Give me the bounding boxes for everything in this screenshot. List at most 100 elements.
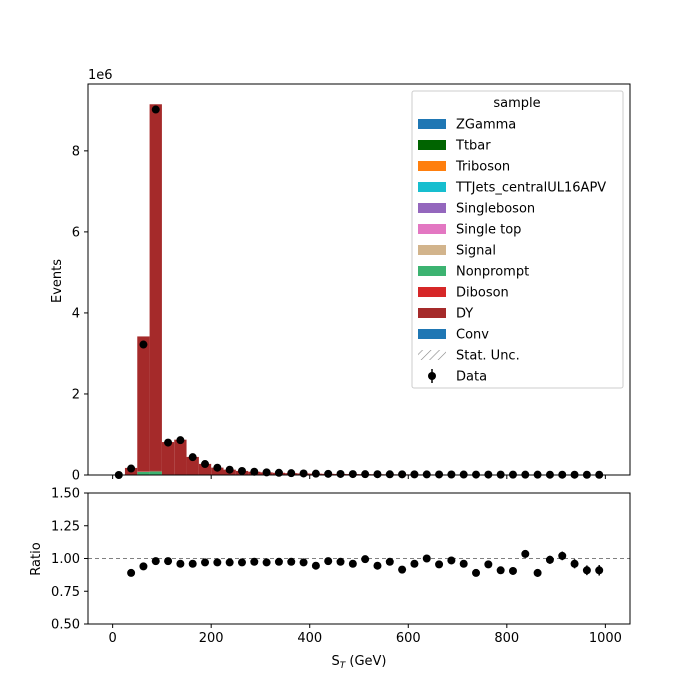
legend: sample ZGamma Ttbar Triboson TTJets_central… (411, 90, 624, 389)
ratio-y-axis-label: Ratio (29, 542, 44, 575)
data-point (201, 460, 210, 469)
ratio-point (151, 557, 160, 566)
data-point (361, 470, 370, 479)
ratio-point (496, 566, 505, 575)
ratio-point (225, 558, 234, 567)
data-point (250, 467, 259, 476)
ratio-point (176, 559, 185, 568)
legend-item-signal: Signal (418, 244, 496, 259)
data-point (127, 464, 136, 473)
legend-label: Diboson (456, 286, 509, 301)
data-point (299, 469, 308, 478)
legend-item-ttjets-centralul16apv: TTJets_centralUL16APV (418, 181, 606, 196)
data-point (213, 463, 222, 472)
ratio-marker (188, 559, 197, 568)
data-point (311, 469, 320, 478)
ratio-point (237, 558, 246, 567)
legend-item-single-top: Single top (418, 223, 521, 238)
ratio-marker (361, 555, 370, 564)
ratio-marker (558, 551, 567, 560)
ratio-marker (521, 549, 530, 558)
ratio-marker (237, 558, 246, 567)
x-axis-label: ST (GeV) (331, 654, 386, 671)
ratio-marker (201, 558, 210, 567)
ratio-point (484, 560, 493, 569)
x-tick-label: 800 (494, 631, 519, 646)
main-plot: 0 2 4 6 8 1e6 Events (50, 68, 631, 484)
data-point (336, 469, 345, 478)
ratio-marker (545, 555, 554, 564)
legend-label: Signal (456, 244, 496, 259)
ratio-point (398, 565, 407, 574)
ratio-marker (385, 557, 394, 566)
x-tick-label: 600 (396, 631, 421, 646)
ratio-point (447, 556, 456, 565)
bar-dy (198, 463, 212, 475)
bar-nonprompt (137, 471, 150, 475)
legend-item-stat-unc-: Stat. Unc. (418, 349, 520, 364)
main-plot-frame (87, 83, 631, 476)
legend-item-zgamma: ZGamma (418, 118, 516, 133)
legend-item-singleboson: Singleboson (418, 202, 535, 217)
ratio-marker (336, 557, 345, 566)
ratio-point (570, 559, 579, 569)
legend-label: Triboson (455, 160, 510, 175)
legend-item-data: Data (428, 369, 487, 385)
legend-label: Data (456, 370, 487, 385)
legend-box (411, 90, 624, 389)
bar-dy (186, 456, 199, 475)
data-point (225, 465, 234, 474)
data-point (262, 468, 271, 477)
ratio-point (262, 558, 271, 567)
y-tick-label: 4 (72, 306, 80, 321)
data-point (176, 436, 185, 445)
ratio-point (139, 562, 148, 571)
ratio-marker (139, 562, 148, 571)
bar-nonprompt (149, 471, 162, 475)
y-tick-label: 0 (72, 469, 80, 484)
ratio-point (508, 566, 517, 575)
legend-swatch (418, 203, 446, 213)
ratio-marker (435, 560, 444, 569)
legend-item-ttbar: Ttbar (418, 139, 491, 154)
ratio-marker (274, 557, 283, 566)
ratio-marker (164, 557, 173, 566)
ratio-marker (410, 559, 419, 568)
legend-swatch (418, 308, 446, 318)
legend-label: DY (456, 307, 473, 322)
legend-item-nonprompt: Nonprompt (418, 265, 529, 280)
ratio-axis-ticks: 0 200 400 600 800 1000 0.50 0.75 1.00 1.25 1.50 (51, 487, 622, 647)
ratio-marker (508, 566, 517, 575)
y-tick-label: 0.75 (51, 585, 80, 600)
legend-items: ZGamma Ttbar Triboson TTJets_centralUL16APV… (418, 118, 606, 385)
ratio-point (287, 557, 296, 566)
ratio-point (324, 557, 333, 566)
data-point (324, 469, 333, 478)
bar-dy (174, 439, 187, 475)
main-axis-ticks: 0 2 4 6 8 (72, 144, 606, 484)
data-point (151, 105, 160, 114)
ratio-marker (127, 568, 136, 577)
legend-marker (428, 372, 436, 380)
legend-swatch (418, 182, 446, 192)
ratio-point (545, 555, 554, 564)
ratio-marker (484, 560, 493, 569)
bar-dy (137, 336, 150, 472)
ratio-point (472, 568, 481, 577)
ratio-point (459, 559, 468, 568)
data-point (274, 468, 283, 477)
legend-swatch (418, 287, 446, 297)
legend-swatch (418, 266, 446, 276)
legend-item-diboson: Diboson (418, 286, 509, 301)
data-point (373, 470, 382, 479)
ratio-points (127, 549, 604, 577)
data-point (410, 470, 419, 479)
y-tick-label: 6 (72, 225, 80, 240)
ratio-marker (250, 557, 259, 566)
ratio-marker (311, 561, 320, 570)
ratio-point (582, 565, 591, 576)
legend-item-dy: DY (418, 307, 473, 322)
legend-label: TTJets_centralUL16APV (455, 181, 606, 196)
ratio-marker (348, 559, 357, 568)
